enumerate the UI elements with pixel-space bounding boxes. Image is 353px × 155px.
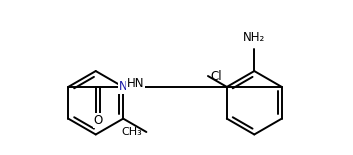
- Text: O: O: [94, 114, 103, 127]
- Text: Cl: Cl: [210, 69, 222, 82]
- Text: HN: HN: [127, 78, 144, 90]
- Text: N: N: [119, 80, 127, 93]
- Text: NH₂: NH₂: [243, 31, 265, 44]
- Text: CH₃: CH₃: [122, 127, 142, 137]
